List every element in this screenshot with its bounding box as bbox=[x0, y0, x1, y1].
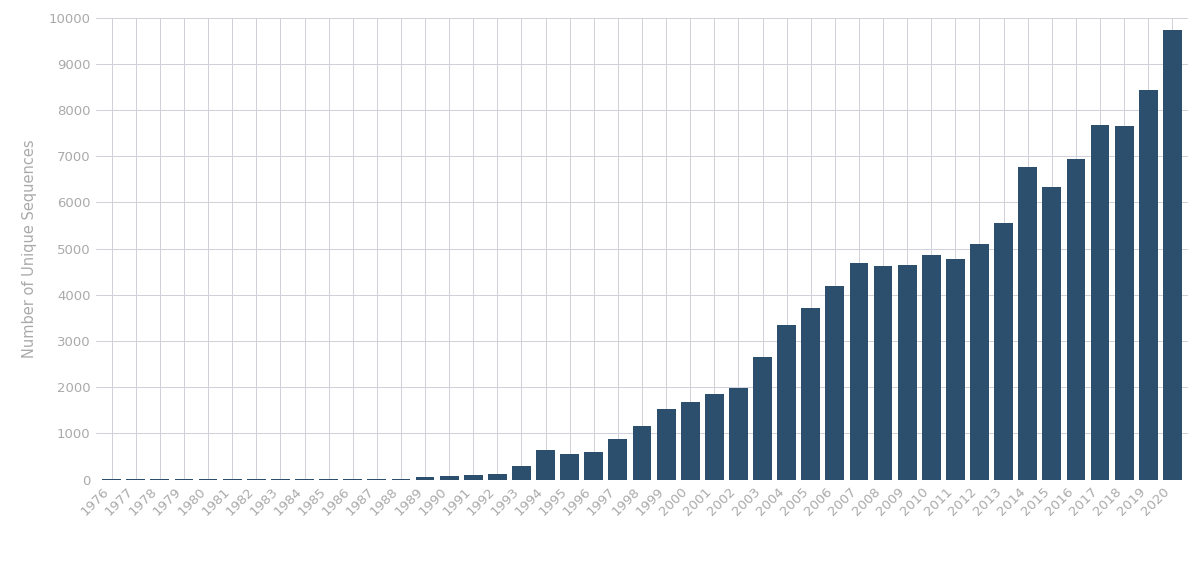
Bar bbox=[1091, 125, 1110, 480]
Bar bbox=[560, 454, 580, 480]
Bar bbox=[1043, 187, 1061, 480]
Bar bbox=[680, 402, 700, 480]
Bar bbox=[898, 265, 917, 480]
Bar bbox=[488, 474, 506, 480]
Bar bbox=[946, 259, 965, 480]
Bar bbox=[1163, 30, 1182, 480]
Bar bbox=[922, 254, 941, 480]
Bar bbox=[778, 325, 796, 480]
Bar bbox=[994, 223, 1013, 480]
Bar bbox=[1115, 126, 1134, 480]
Bar bbox=[970, 243, 989, 480]
Bar bbox=[512, 466, 530, 480]
Y-axis label: Number of Unique Sequences: Number of Unique Sequences bbox=[23, 139, 37, 358]
Bar bbox=[730, 388, 748, 480]
Bar bbox=[874, 266, 893, 480]
Bar bbox=[415, 477, 434, 480]
Bar bbox=[367, 479, 386, 480]
Bar bbox=[584, 452, 604, 480]
Bar bbox=[391, 479, 410, 480]
Bar bbox=[754, 357, 772, 480]
Bar bbox=[1067, 160, 1085, 480]
Bar bbox=[464, 474, 482, 480]
Bar bbox=[632, 426, 652, 480]
Bar bbox=[271, 479, 290, 480]
Bar bbox=[343, 479, 362, 480]
Bar bbox=[247, 479, 265, 480]
Bar bbox=[850, 263, 869, 480]
Bar bbox=[802, 308, 820, 480]
Bar bbox=[608, 439, 628, 480]
Bar bbox=[536, 450, 554, 480]
Bar bbox=[1139, 90, 1158, 480]
Bar bbox=[1019, 167, 1037, 480]
Bar bbox=[704, 394, 724, 480]
Bar bbox=[826, 286, 845, 480]
Bar bbox=[439, 476, 458, 480]
Bar bbox=[656, 408, 676, 480]
